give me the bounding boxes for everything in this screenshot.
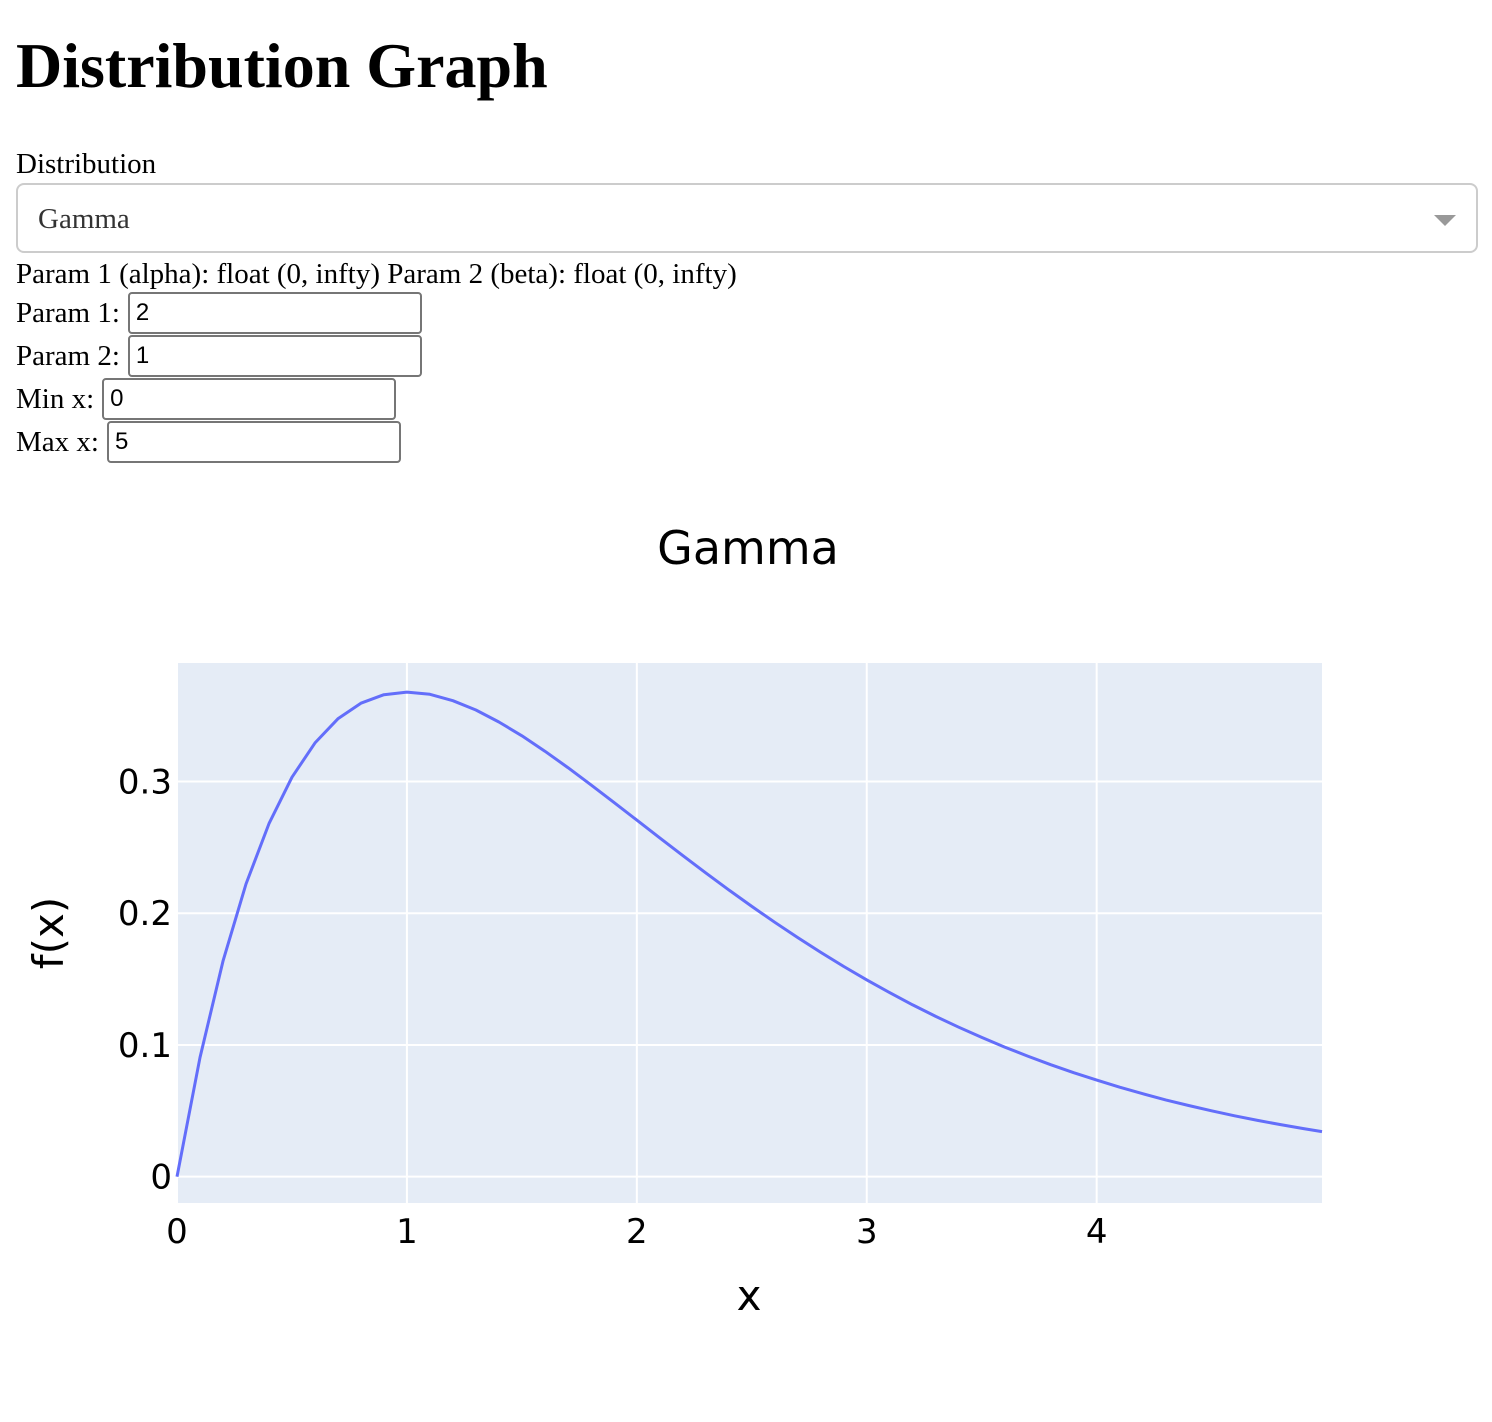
param2-input[interactable]: [127, 335, 422, 377]
x-gridlines: [176, 663, 1098, 1203]
y-tick-label: 0.1: [118, 1026, 172, 1066]
gamma-chart[interactable]: Gamma 0 1 2 3 4 0 0.1 0.2 0.3 x f(x): [0, 490, 1492, 1350]
y-axis-label: f(x): [24, 897, 73, 969]
max-x-row: Max x:: [16, 421, 401, 463]
x-tick-label: 0: [166, 1212, 188, 1252]
y-gridlines: [177, 780, 1322, 1178]
min-x-input[interactable]: [102, 378, 397, 420]
param1-row: Param 1:: [16, 292, 422, 334]
distribution-dropdown[interactable]: Gamma: [16, 183, 1478, 253]
distribution-label: Distribution: [16, 148, 157, 180]
min-x-row: Min x:: [16, 378, 397, 420]
param2-row: Param 2:: [16, 335, 422, 377]
min-x-label: Min x:: [16, 383, 95, 415]
x-tick-label: 3: [856, 1212, 878, 1252]
params-description: Param 1 (alpha): float (0, infty) Param …: [16, 258, 737, 290]
max-x-input[interactable]: [106, 421, 401, 463]
y-tick-label: 0.3: [118, 763, 172, 803]
plot-area[interactable]: [177, 663, 1322, 1203]
y-tick-label: 0.2: [118, 894, 172, 934]
x-tick-label: 4: [1086, 1212, 1108, 1252]
x-tick-label: 2: [626, 1212, 648, 1252]
chevron-down-icon[interactable]: [1434, 215, 1456, 226]
param2-label: Param 2:: [16, 340, 120, 372]
x-axis-label: x: [737, 1271, 762, 1320]
chart-title: Gamma: [657, 521, 839, 575]
series-line-gamma: [175, 690, 1323, 1177]
distribution-selected-value: Gamma: [38, 203, 130, 235]
y-tick-label: 0: [150, 1158, 172, 1198]
x-tick-label: 1: [396, 1212, 418, 1252]
param1-label: Param 1:: [16, 297, 120, 329]
max-x-label: Max x:: [16, 426, 99, 458]
param1-input[interactable]: [127, 292, 422, 334]
x-tick-labels: 0 1 2 3 4: [166, 1212, 1107, 1252]
y-tick-labels: 0 0.1 0.2 0.3: [118, 763, 172, 1198]
page-title: Distribution Graph: [16, 30, 548, 101]
